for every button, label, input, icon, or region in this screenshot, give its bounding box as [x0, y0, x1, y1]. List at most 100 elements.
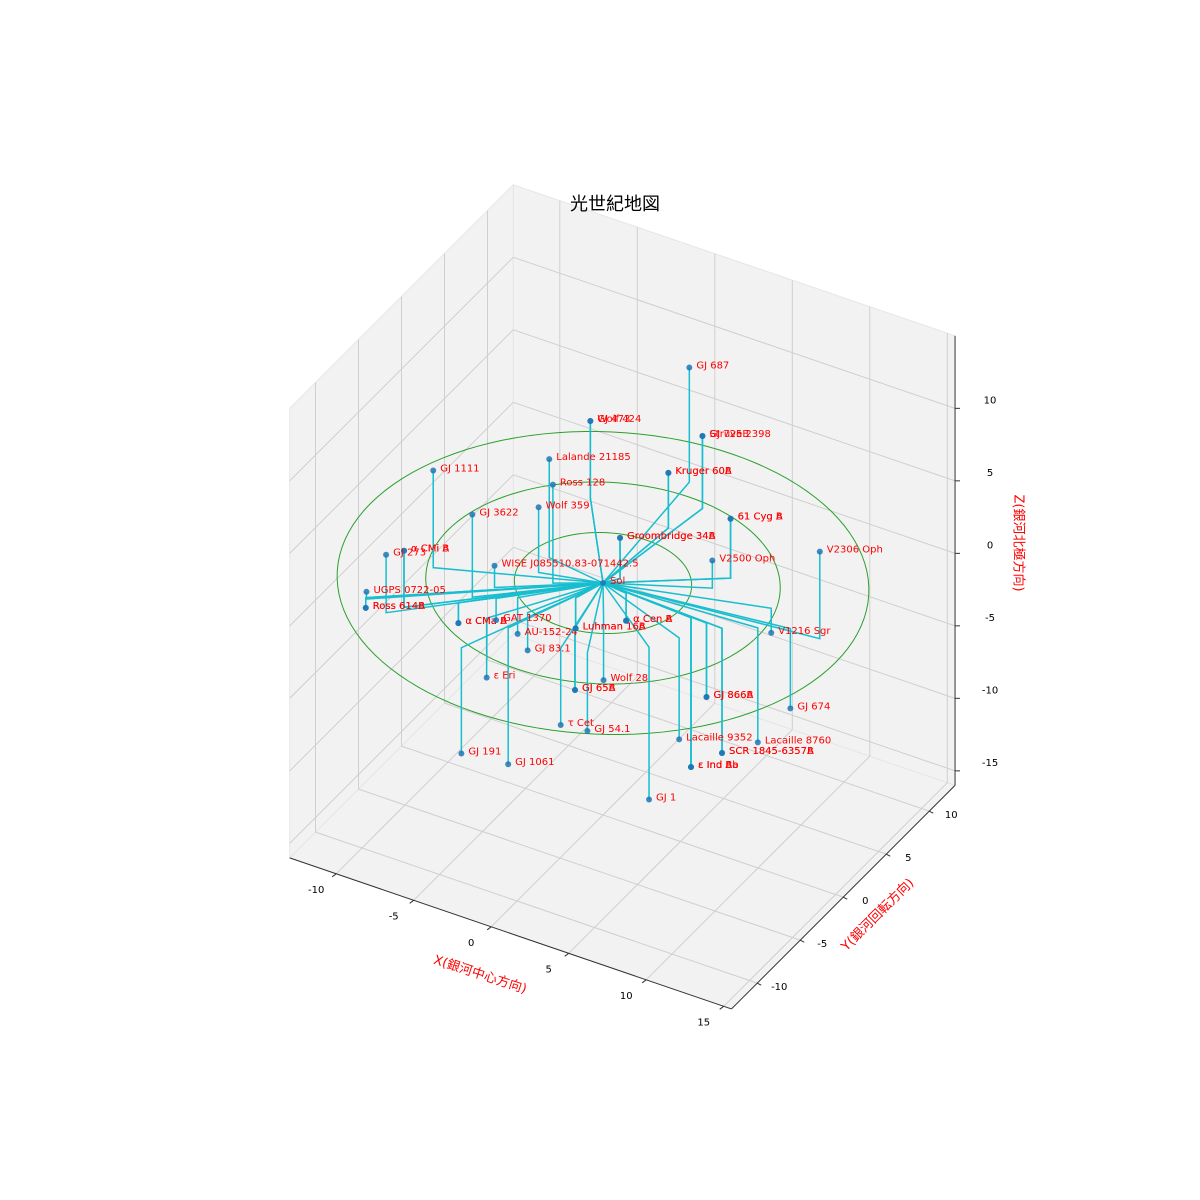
- star-point: [571, 687, 578, 694]
- z-tick-label: 0: [987, 540, 993, 551]
- tick-mark: [800, 939, 805, 943]
- star-label: GJ 65B: [582, 683, 616, 694]
- star-label: Struve 2398: [709, 429, 770, 440]
- star-point: [727, 515, 734, 522]
- star-label: Kruger 60A: [675, 466, 732, 477]
- star-label: WISE J085510.83-071442.5: [502, 559, 639, 570]
- star-label: V1216 Sgr: [778, 626, 831, 637]
- star-label: GJ 473: [597, 414, 630, 425]
- star-link: [602, 582, 792, 709]
- star-label: GAT 1370: [503, 613, 552, 624]
- star-link: [586, 582, 604, 731]
- star-point: [458, 750, 465, 757]
- star-link: [602, 472, 670, 584]
- star-label: ε Eri: [494, 671, 516, 682]
- star-link: [403, 550, 604, 609]
- star-link: [602, 560, 714, 589]
- grid-line: [513, 619, 956, 772]
- star-link: [365, 582, 604, 608]
- star-label: V2306 Oph: [827, 545, 883, 556]
- y-axis-line: [731, 784, 956, 1010]
- star-point: [709, 557, 716, 564]
- tick-mark: [564, 952, 570, 957]
- x-tick-label: 0: [468, 938, 474, 949]
- x-tick-label: 5: [546, 964, 552, 975]
- star-link: [559, 582, 604, 726]
- star-label: τ Cet: [568, 718, 594, 729]
- star-label: α CMi A: [411, 544, 449, 555]
- grid-line: [289, 619, 514, 844]
- star-link: [432, 470, 604, 584]
- star-label: Wolf 424: [597, 414, 641, 425]
- star-label: Groombridge 34B: [627, 531, 716, 542]
- grid-line: [315, 831, 758, 984]
- star-point: [587, 418, 594, 425]
- star-point: [535, 504, 542, 511]
- star-point: [600, 677, 607, 684]
- x-tick-label: -5: [389, 911, 399, 922]
- star-label: Groombridge 34A: [627, 531, 716, 542]
- grid-line: [513, 401, 956, 554]
- chart-title: 光世紀地図: [570, 194, 660, 215]
- star-link: [602, 518, 732, 584]
- star-label: GJ 866A: [714, 690, 754, 701]
- star-label: Luhman 16A: [583, 621, 646, 632]
- star-label: GJ 54.1: [594, 724, 630, 735]
- star-label: 61 Cyg A: [738, 512, 783, 523]
- star-label: UGPS 0722-05: [373, 585, 445, 596]
- grid-line: [513, 546, 956, 699]
- star-label: Lacaille 8760: [765, 735, 831, 746]
- star-point: [514, 630, 521, 637]
- tick-mark: [331, 873, 337, 878]
- star-point: [430, 467, 437, 474]
- y-tick-label: 0: [862, 896, 868, 907]
- star-label: Wolf 28: [611, 673, 649, 684]
- grid-line: [444, 702, 887, 855]
- star-point: [546, 456, 553, 463]
- star-label: Luhman 16B: [583, 621, 646, 632]
- star-link: [602, 537, 621, 584]
- star-label: 61 Cyg B: [738, 512, 783, 523]
- star-point: [600, 580, 606, 586]
- star-label: GJ 65A: [582, 683, 616, 694]
- star-label: α Cen B: [633, 614, 672, 625]
- star-point: [469, 511, 476, 518]
- star-label: ε Ind Ba: [698, 760, 738, 771]
- grid-line: [289, 546, 514, 772]
- x-tick-label: 15: [697, 1017, 710, 1028]
- star-link: [602, 367, 691, 584]
- star-label: α CMa A: [465, 616, 507, 627]
- star-label: Ross 128: [560, 478, 605, 489]
- star-label: α CMa B: [465, 616, 507, 627]
- star-point: [363, 588, 370, 595]
- star-point: [623, 617, 630, 624]
- star-label: GJ 83.1: [535, 643, 571, 654]
- star-point: [617, 534, 624, 541]
- star-point: [688, 764, 695, 771]
- star-point: [483, 674, 490, 681]
- y-tick-label: 5: [905, 853, 911, 864]
- star-point: [768, 629, 775, 636]
- tick-mark: [409, 899, 415, 904]
- star-link: [602, 436, 704, 584]
- ring: [425, 481, 781, 685]
- star-link: [537, 507, 604, 584]
- star-point: [686, 364, 693, 371]
- tick-mark: [757, 982, 762, 986]
- star-point: [401, 547, 407, 554]
- star-label: Kruger 60B: [675, 466, 732, 477]
- x-tick-label: -10: [308, 885, 324, 896]
- grid-line: [289, 474, 514, 699]
- ring: [513, 532, 693, 634]
- tick-mark: [641, 979, 647, 984]
- star-label: V2500 Oph: [719, 554, 775, 565]
- star-label: GJ 1: [656, 792, 676, 803]
- grid-line: [513, 474, 956, 627]
- grid-line: [289, 401, 514, 627]
- star-link: [602, 582, 759, 743]
- tick-mark: [886, 853, 891, 857]
- star-label: GJ 866B: [714, 690, 754, 701]
- star-point: [719, 750, 726, 757]
